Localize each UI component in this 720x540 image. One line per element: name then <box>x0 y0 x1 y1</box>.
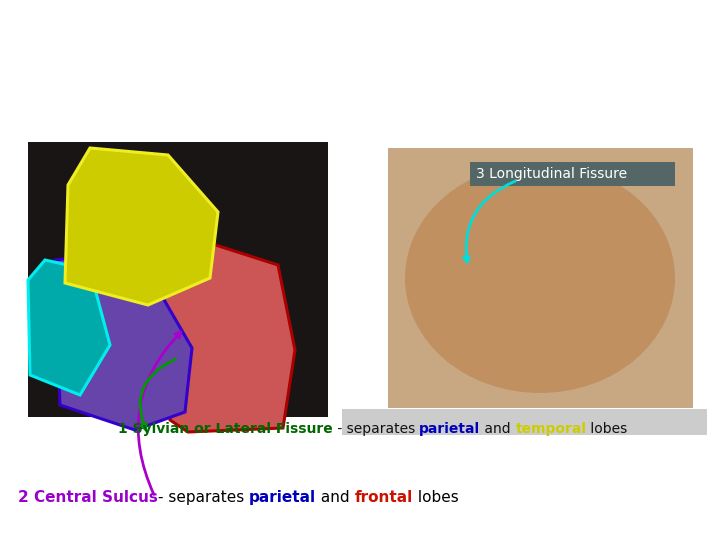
Ellipse shape <box>405 163 675 393</box>
Text: lobes: lobes <box>413 490 459 505</box>
Polygon shape <box>28 260 110 395</box>
Text: and: and <box>480 422 516 436</box>
Bar <box>388 148 693 408</box>
Polygon shape <box>55 255 192 430</box>
Bar <box>470 162 675 186</box>
Text: lobes: lobes <box>587 422 628 436</box>
Polygon shape <box>148 240 295 432</box>
Text: - separates: - separates <box>333 422 419 436</box>
Bar <box>342 409 707 435</box>
Text: 1 Sylvian or Lateral Fissure: 1 Sylvian or Lateral Fissure <box>118 422 333 436</box>
Text: parietal: parietal <box>419 422 480 436</box>
Text: frontal: frontal <box>355 490 413 505</box>
Polygon shape <box>65 148 218 305</box>
Text: - separates: - separates <box>158 490 249 505</box>
Bar <box>28 142 328 417</box>
Text: 2 Central Sulcus: 2 Central Sulcus <box>18 490 158 505</box>
Text: 3 Longitudinal Fissure: 3 Longitudinal Fissure <box>476 167 627 181</box>
Text: and: and <box>316 490 355 505</box>
Text: temporal: temporal <box>516 422 587 436</box>
Text: parietal: parietal <box>249 490 316 505</box>
